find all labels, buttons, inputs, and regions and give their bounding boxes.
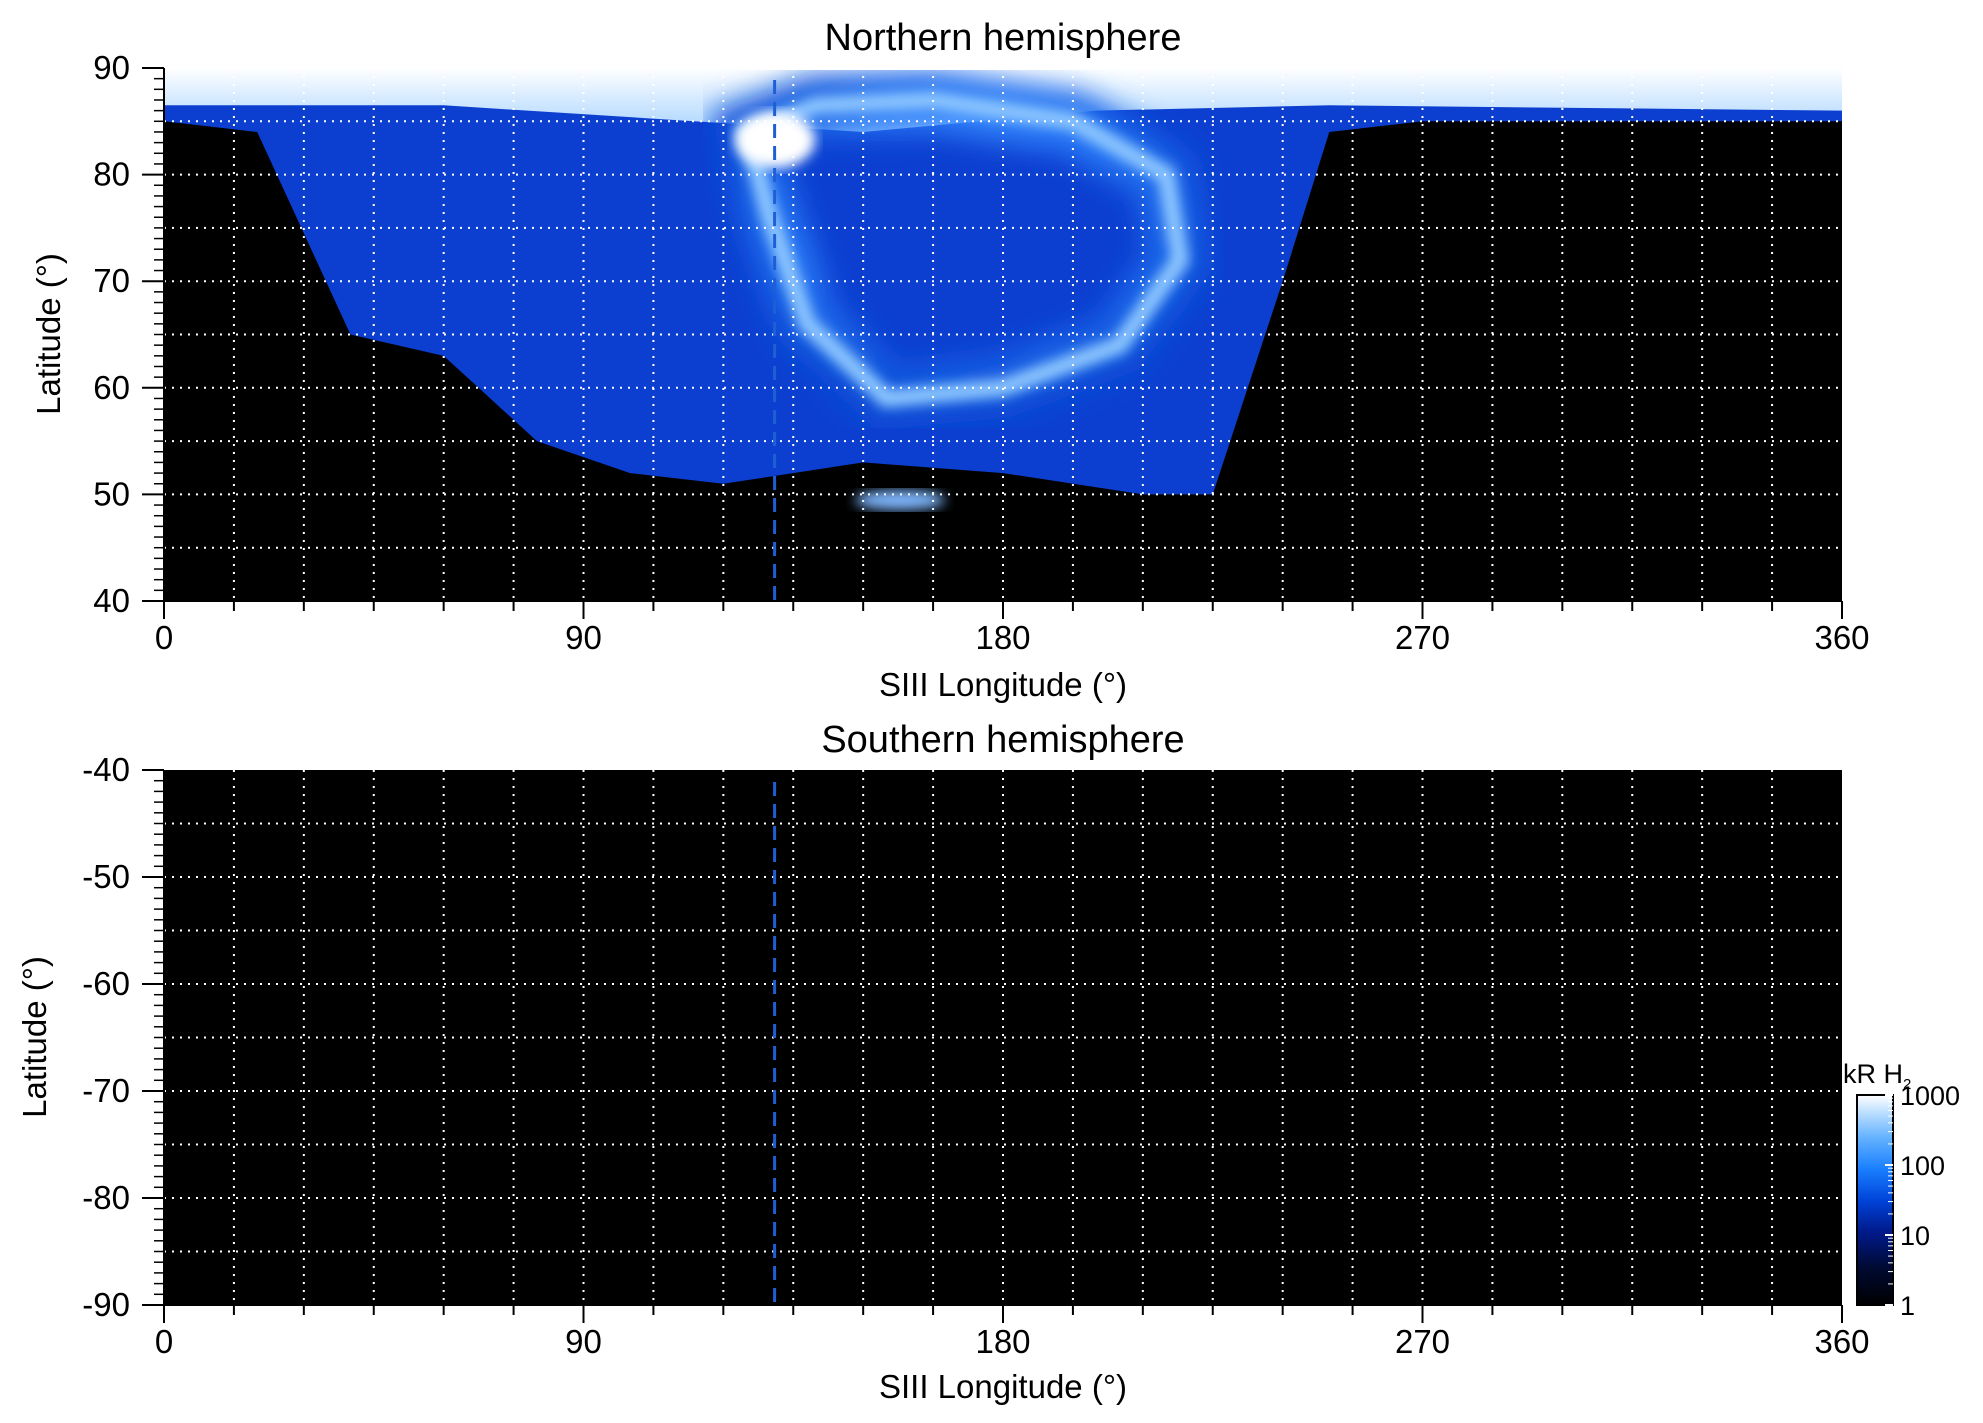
southern-hemisphere-panel: Southern hemisphere 0 90 180 270 360 -40 -50 -6… [16,719,1870,1405]
y-tick-label: -50 [82,858,130,895]
colorbar-tick-label: 100 [1900,1151,1945,1181]
bright-spot [735,112,815,168]
x-tick-label: 270 [1395,1323,1450,1360]
y-axis-label: Latitude (°) [16,956,53,1118]
colorbar-tick-label: 10 [1900,1221,1930,1251]
auroral-emission-region [164,68,1842,495]
x-tick-label: 0 [155,1323,173,1360]
y-tick-label: 80 [93,156,130,193]
x-tick-label: 360 [1814,1323,1869,1360]
x-tick-label: 90 [565,619,602,656]
y-tick-label: -40 [82,751,130,788]
grid-lines [164,68,1842,601]
main-auroral-oval-core [735,90,1190,408]
colorbar-ticks: 1 10 100 1000 [1885,1081,1960,1321]
panel-title: Southern hemisphere [821,719,1184,761]
y-tick-label: -70 [82,1072,130,1109]
x-tick-label: 270 [1395,619,1450,656]
y-tick-label: 90 [93,49,130,86]
x-tick-label: 360 [1814,619,1869,656]
axes: 0 90 180 270 360 -40 -50 -60 -70 -80 -90 [82,751,1869,1360]
x-tick-label: 90 [565,1323,602,1360]
y-tick-label: -80 [82,1179,130,1216]
x-axis-label: SIII Longitude (°) [879,666,1127,703]
colorbar-tick-label: 1000 [1900,1081,1960,1111]
y-tick-label: 50 [93,475,130,512]
colorbar-label: kR H2 [1843,1059,1911,1093]
colorbar-gradient [1856,1094,1894,1306]
y-tick-label: 40 [93,582,130,619]
colorbar-tick-label: 1 [1900,1291,1915,1321]
y-tick-label: 70 [93,262,130,299]
equatorward-spot [855,490,945,510]
colorbar: kR H2 1 10 100 1000 [1843,1059,1960,1321]
axes: 0 90 180 270 360 40 50 60 70 80 90 [93,49,1869,656]
y-tick-label: -60 [82,965,130,1002]
grid-lines [164,770,1842,1305]
x-tick-label: 180 [975,619,1030,656]
y-tick-label: 60 [93,369,130,406]
y-tick-label: -90 [82,1286,130,1323]
northern-hemisphere-panel: Northern hemisphere 0 90 180 270 360 40 50 60 70… [30,17,1870,703]
panel-title: Northern hemisphere [825,17,1182,59]
x-tick-label: 0 [155,619,173,656]
x-tick-label: 180 [975,1323,1030,1360]
x-axis-label: SIII Longitude (°) [879,1368,1127,1405]
y-axis-label: Latitude (°) [30,253,67,415]
